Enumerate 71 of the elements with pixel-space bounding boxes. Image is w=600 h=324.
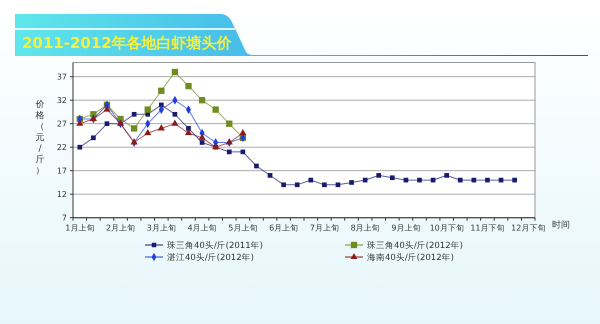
point [281, 182, 286, 188]
point [417, 178, 422, 182]
x-tick-label: 7月上旬 [310, 224, 339, 233]
point [130, 125, 138, 132]
x-tick-label: 8月上旬 [350, 224, 380, 233]
point [186, 126, 191, 131]
y-tick-label: 37 [56, 72, 67, 82]
y-tick-label: 32 [56, 96, 67, 106]
point [404, 178, 408, 182]
point [349, 180, 354, 185]
point [212, 106, 219, 113]
point [158, 88, 164, 94]
point [103, 105, 111, 112]
point [198, 97, 206, 104]
x-tick-label: 3月上旬 [146, 224, 176, 233]
legend-label: 珠三角40头/斤(2011年) [167, 240, 263, 251]
point [498, 178, 504, 182]
point [144, 106, 151, 113]
point [172, 112, 178, 117]
point [240, 150, 246, 154]
point [198, 134, 206, 140]
point [362, 178, 368, 182]
x-tick-label: 10月下旬 [430, 224, 464, 233]
y-tick-label: 12 [56, 190, 67, 200]
x-tick-label: 11月下旬 [470, 224, 505, 233]
point [132, 112, 136, 117]
x-tick-label: 9月上旬 [391, 224, 420, 233]
point [294, 182, 300, 188]
y-axis-title: 价格（元/斤） [34, 99, 44, 176]
x-tick-label: 5月上旬 [228, 224, 258, 233]
point [239, 128, 246, 136]
y-tick-label: 27 [56, 120, 67, 129]
point [430, 178, 436, 182]
point [390, 175, 395, 180]
point [76, 120, 84, 126]
point [91, 135, 96, 140]
x-tick-label: 1月上旬 [65, 224, 94, 233]
point [336, 182, 340, 188]
point [322, 182, 327, 188]
point [254, 164, 259, 168]
point [171, 120, 178, 126]
legend-label: 海南40头/斤(2012年) [367, 252, 454, 263]
y-tick-label: 7 [62, 214, 67, 223]
y-tick-label: 22 [56, 143, 67, 152]
chart-title: 2011-2012年各地白虾塘头价 [22, 34, 233, 52]
point [308, 178, 314, 182]
point [172, 68, 178, 76]
legend-label: 湛江40头/斤(2012年) [167, 252, 254, 263]
point [376, 173, 382, 178]
point [458, 178, 463, 182]
point [226, 150, 232, 154]
point [226, 120, 232, 127]
point [485, 178, 490, 182]
x-tick-label: 6月上旬 [269, 224, 298, 233]
point [472, 178, 476, 182]
x-tick-label: 2月上旬 [106, 224, 136, 233]
y-tick-label: 17 [56, 166, 67, 176]
point [144, 128, 152, 136]
point [512, 178, 517, 182]
point [184, 128, 192, 136]
point [158, 124, 165, 130]
point [268, 173, 272, 178]
legend-label: 珠三角40头/斤(2012年) [367, 240, 463, 251]
point [444, 173, 450, 178]
x-tick-label: 4月上旬 [188, 224, 217, 233]
point [104, 121, 110, 126]
point [185, 82, 192, 90]
x-tick-label: 12月下旬 [511, 224, 546, 233]
x-axis-title: 时间 [552, 220, 570, 231]
point [200, 140, 204, 145]
point [77, 144, 82, 150]
